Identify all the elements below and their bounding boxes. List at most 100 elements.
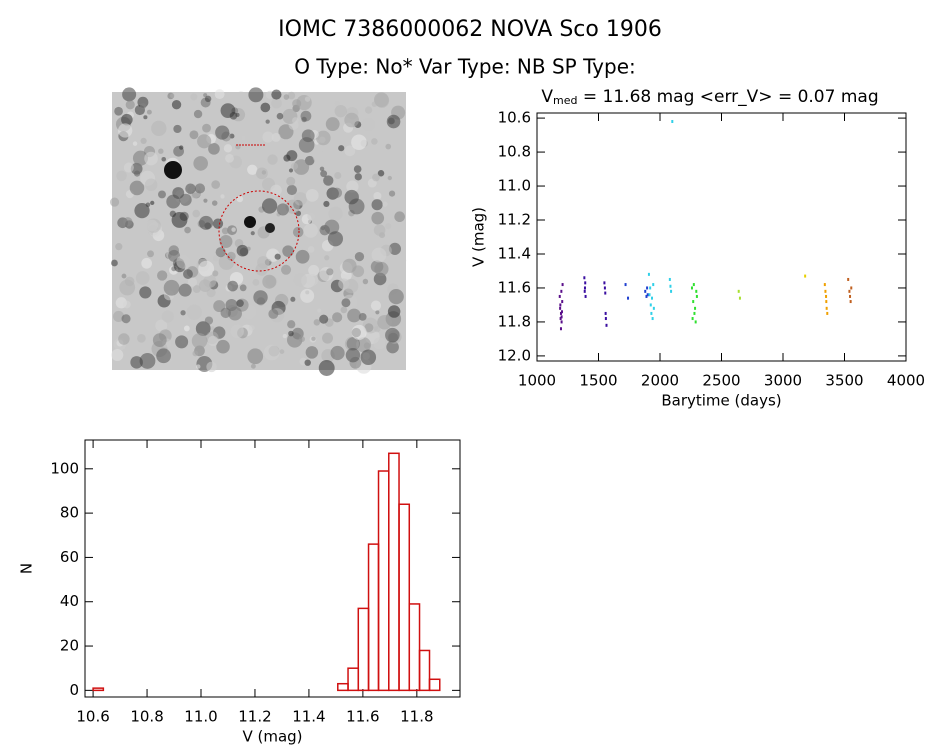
sky-blob [121,314,131,324]
sky-blob [204,95,212,103]
sky-blob [231,227,236,232]
sky-blob [387,305,401,318]
sky-blob [364,106,373,114]
sky-blob [351,324,367,340]
sky-blob [307,212,316,221]
sky-blob [304,96,311,102]
sky-blob [276,112,284,120]
sky-blob [301,116,307,123]
sky-blob [197,134,212,149]
sky-blob [344,336,360,352]
sky-blob [230,324,244,339]
data-point [695,289,698,293]
data-point [694,320,697,324]
data-point [624,283,627,287]
title-rest: = 11.68 mag <err_V> = 0.07 mag [577,87,878,107]
sky-blob [282,333,288,339]
sky-blob [187,277,198,287]
sky-blob [344,112,359,128]
x-axis-label: V (mag) [242,728,302,746]
data-point [583,289,586,293]
data-point [826,311,829,315]
sky-blob [319,314,329,324]
sky-blob [213,255,220,262]
sky-blob [199,215,214,230]
sky-blob [253,290,268,305]
sky-blob [157,270,168,281]
sky-blob [320,170,328,178]
sky-blob [110,197,120,207]
y-tick-label: 10.8 [498,143,531,161]
x-tick-label: 11.8 [400,708,433,726]
sky-blob [192,209,201,218]
sky-blob [319,136,326,144]
star [265,223,275,233]
data-point [646,286,649,290]
sky-blob [346,180,359,193]
sky-blob [325,117,340,132]
sky-blob [377,314,392,330]
sky-blob [305,188,319,202]
sky-blob [158,190,166,199]
sky-blob [139,340,150,351]
sky-blob [132,150,149,166]
sky-blob [140,137,147,145]
sky-blob [373,191,382,201]
sky-blob [353,165,362,173]
data-point [559,311,562,315]
sky-blob [239,284,247,292]
sky-blob [123,217,133,227]
sky-blob [250,363,256,369]
sky-blob [371,211,385,225]
y-tick-label: 11.0 [498,177,531,195]
sky-blob [362,278,369,285]
sky-blob [334,171,342,180]
sky-blob [334,100,340,106]
sky-blob [250,231,255,236]
sky-blob [115,243,123,251]
sky-blob [135,271,150,285]
sky-blob [173,124,182,134]
data-point [645,294,648,298]
sky-blob [151,120,167,137]
sky-blob [360,349,377,365]
sky-blob [279,349,285,354]
sky-blob [193,109,203,119]
sky-blob [293,192,308,206]
sky-blob [386,114,401,129]
sky-blob [171,212,188,228]
sky-blob [270,184,282,197]
sky-blob [292,226,304,238]
y-tick-label: 11.2 [498,211,531,229]
sky-blob [144,151,158,166]
x-tick-label: 10.8 [130,708,163,726]
y-tick-label: 12.0 [498,346,531,364]
sky-blob [219,234,233,248]
sky-blob [268,308,279,319]
sky-blob [121,273,127,279]
sky-blob [341,298,351,308]
sky-blob [347,308,361,323]
y-tick-label: 80 [60,504,79,522]
sky-blob [210,326,215,331]
data-point [694,306,697,310]
data-point [652,306,655,310]
data-point [559,303,562,307]
sky-blob [225,153,234,163]
sky-blob [265,119,270,124]
sky-blob [361,117,376,132]
y-tick-label: 11.6 [498,278,531,296]
y-axis-label: V (mag) [470,207,488,267]
x-tick-label: 4000 [887,372,925,390]
data-point [825,300,828,304]
sky-blob [116,170,127,182]
data-point [824,289,827,293]
data-point [848,289,851,293]
data-point [559,317,562,321]
sky-blob [255,263,268,276]
sky-blob [139,103,147,110]
sky-blob [386,340,399,354]
sky-blob [322,332,334,344]
sky-blob [175,335,189,349]
